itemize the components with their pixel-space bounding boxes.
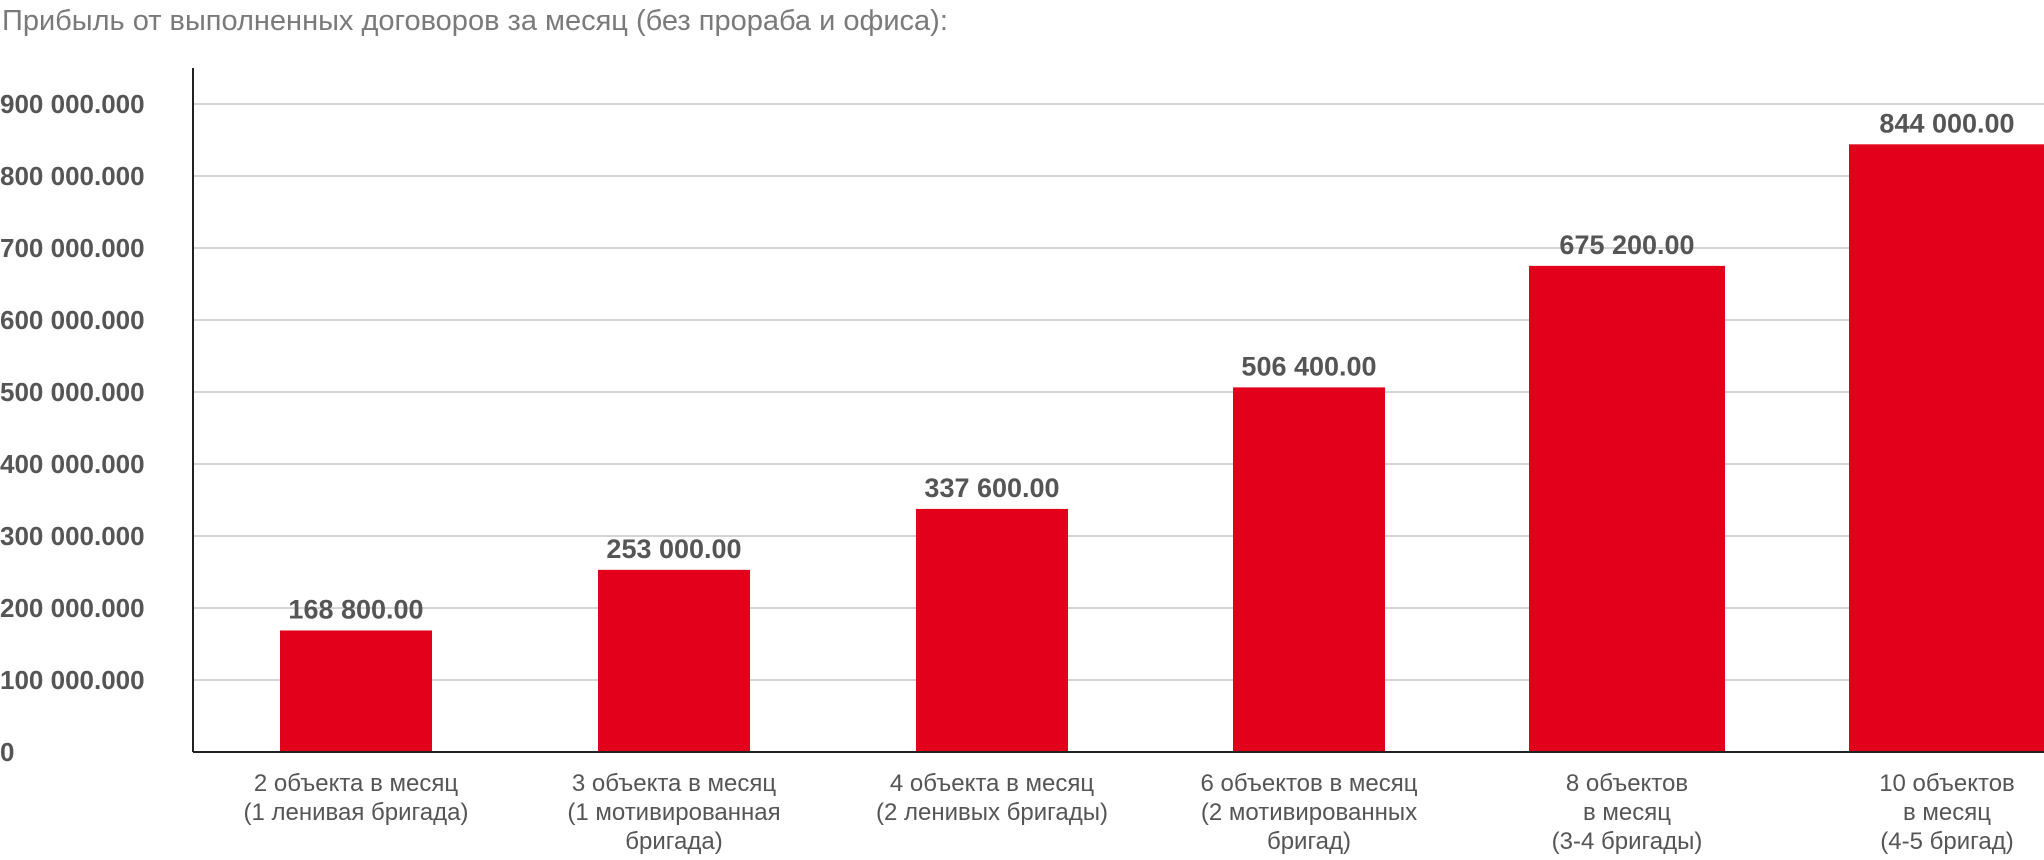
x-axis-ticks: 2 объекта в месяц(1 ленивая бригада) 3 об… [244, 770, 2015, 855]
x-tick-label: (3-4 бригады) [1552, 828, 1703, 855]
x-tick-label: 10 объектов [1879, 770, 2015, 797]
data-label: 675 200.00 [1559, 230, 1694, 260]
x-tick-label: (1 ленивая бригада) [244, 799, 469, 826]
bar [916, 508, 1068, 752]
y-tick-label: 400 000.000 [0, 449, 145, 479]
x-tick-label: (2 ленивых бригады) [876, 799, 1108, 826]
data-label: 337 600.00 [924, 473, 1059, 503]
data-label: 168 800.00 [288, 594, 423, 624]
bar [598, 569, 750, 752]
x-tick-label: 3 объекта в месяц [572, 770, 776, 797]
x-tick-label: 6 объектов в месяц [1201, 770, 1418, 797]
y-tick-label: 700 000.000 [0, 233, 145, 263]
y-tick-label: 600 000.000 [0, 305, 145, 335]
y-tick-label: 800 000.000 [0, 161, 145, 191]
y-tick-label: 200 000.000 [0, 593, 145, 623]
x-tick-label: бригад) [1267, 828, 1351, 855]
y-tick-label: 300 000.000 [0, 521, 145, 551]
bars [280, 144, 2044, 752]
chart-title: Прибыль от выполненных договоров за меся… [2, 5, 948, 37]
x-tick-label: в месяц [1903, 799, 1991, 826]
bar [280, 630, 432, 752]
bar [1233, 387, 1385, 752]
bar [1849, 144, 2044, 752]
x-tick-label: (4-5 бригад) [1880, 828, 2013, 855]
data-label: 506 400.00 [1241, 351, 1376, 381]
bar [1529, 265, 1725, 752]
x-tick-label: (1 мотивированная [567, 799, 780, 826]
data-labels: 168 800.00 253 000.00 337 600.00 506 400.00… [288, 108, 2014, 624]
x-tick-label: 2 объекта в месяц [254, 770, 458, 797]
y-tick-label: 0 [0, 737, 14, 767]
x-tick-label: бригада) [625, 828, 722, 855]
gridlines [193, 103, 2044, 681]
data-label: 253 000.00 [606, 534, 741, 564]
x-tick-label: в месяц [1583, 799, 1671, 826]
y-tick-label: 100 000.000 [0, 665, 145, 695]
x-tick-label: 4 объекта в месяц [890, 770, 1094, 797]
y-tick-label: 500 000.000 [0, 377, 145, 407]
y-axis-ticks: 0 100 000.000 200 000.000 300 000.000 400 00… [0, 89, 145, 767]
y-tick-label: 900 000.000 [0, 89, 145, 119]
x-tick-label: 8 объектов [1566, 770, 1688, 797]
x-tick-label: (2 мотивированных [1201, 799, 1417, 826]
data-label: 844 000.00 [1879, 108, 2014, 138]
